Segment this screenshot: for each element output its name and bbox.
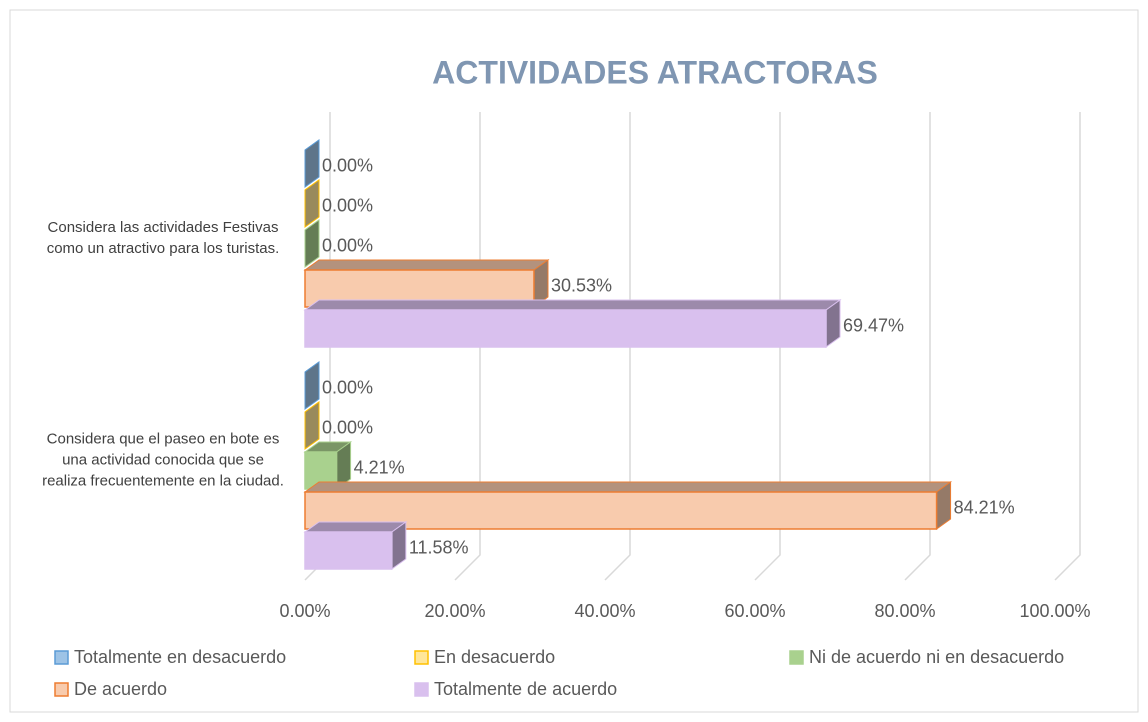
category-label: Considera las actividades Festivas como … — [46, 219, 280, 257]
legend-swatch — [54, 650, 69, 665]
bar-side — [304, 401, 320, 450]
legend-swatch — [54, 682, 69, 697]
value-label: 84.21% — [954, 497, 1015, 517]
grid-line — [904, 112, 931, 581]
value-label: 69.47% — [843, 315, 904, 335]
legend-label: Totalmente de acuerdo — [434, 679, 617, 699]
legend-swatch — [414, 650, 429, 665]
x-tick-label: 60.00% — [724, 601, 785, 621]
x-tick-label: 0.00% — [279, 601, 330, 621]
x-tick-label: 40.00% — [574, 601, 635, 621]
legend-label: De acuerdo — [74, 679, 167, 699]
chart-title: ACTIVIDADES ATRACTORAS — [432, 54, 878, 90]
bar-side — [304, 361, 320, 410]
bar-top — [303, 299, 842, 311]
bar-top — [303, 259, 550, 271]
x-tick-label: 20.00% — [424, 601, 485, 621]
legend-swatch — [789, 650, 804, 665]
bar — [304, 531, 393, 570]
legend-swatch — [414, 682, 429, 697]
value-label: 0.00% — [322, 417, 373, 437]
bar-side — [304, 139, 320, 188]
bar-side — [304, 179, 320, 228]
bar-top — [303, 521, 408, 533]
bar — [304, 491, 938, 530]
value-label: 0.00% — [322, 377, 373, 397]
bar-top — [303, 481, 953, 493]
legend-label: Totalmente en desacuerdo — [74, 647, 286, 667]
value-label: 4.21% — [354, 457, 405, 477]
category-label: Considera que el paseo en bote es una ac… — [42, 430, 284, 490]
chart-border — [9, 9, 1139, 713]
grid-line — [604, 112, 631, 581]
bar-side — [304, 219, 320, 268]
value-label: 30.53% — [551, 275, 612, 295]
value-label: 11.58% — [409, 537, 469, 557]
x-tick-label: 100.00% — [1019, 601, 1090, 621]
grid-line — [1054, 112, 1081, 581]
legend-label: En desacuerdo — [434, 647, 555, 667]
value-label: 0.00% — [322, 155, 373, 175]
grid-line — [754, 112, 781, 581]
x-tick-label: 80.00% — [874, 601, 935, 621]
value-label: 0.00% — [322, 195, 373, 215]
bar — [304, 309, 827, 348]
legend-label: Ni de acuerdo ni en desacuerdo — [809, 647, 1064, 667]
value-label: 0.00% — [322, 235, 373, 255]
